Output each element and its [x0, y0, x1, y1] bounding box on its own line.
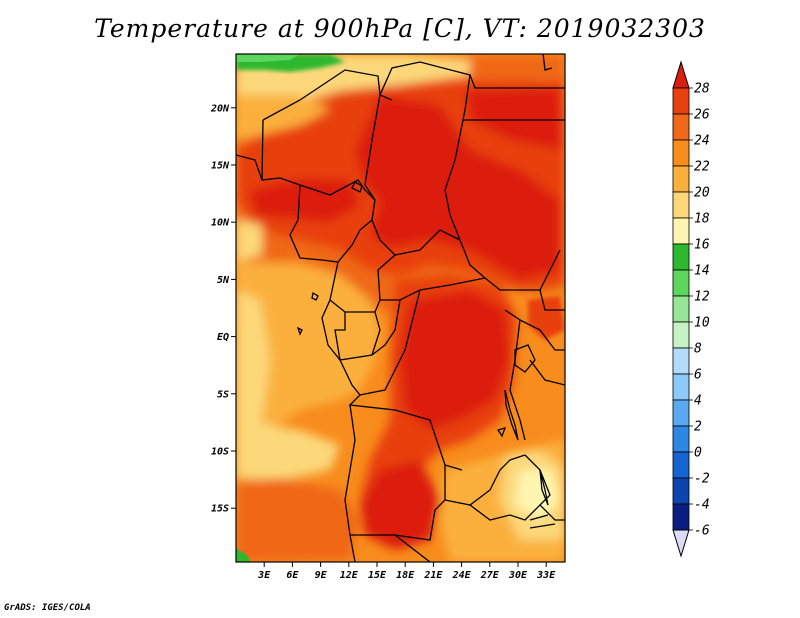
colorbar-label: 16 [694, 238, 710, 253]
lat-label: 15S [211, 504, 229, 515]
map-title: Temperature at 900hPa [C], VT: 201903230… [94, 14, 706, 43]
colorbar-label: 10 [694, 316, 710, 331]
colorbar-label: 22 [694, 160, 710, 175]
colorbar-bin [672, 191, 690, 219]
credit-label: GrADS: IGES/COLA [4, 603, 91, 613]
colorbar-bin [672, 165, 690, 193]
colorbar-label: 6 [694, 368, 702, 383]
lon-label: 21E [423, 570, 443, 581]
lat-label: 10N [211, 218, 230, 229]
colorbar-label: -4 [694, 498, 710, 513]
field-region [400, 290, 510, 430]
colorbar-label: 20 [694, 186, 710, 201]
colorbar-label: 0 [694, 446, 702, 461]
colorbar-bin [672, 425, 690, 453]
colorbar-bin [672, 269, 690, 297]
colorbar-bin [672, 139, 690, 167]
lon-label: 12E [340, 570, 359, 581]
field-region [236, 548, 250, 562]
colorbar-label: 2 [694, 420, 702, 435]
colorbar-label: 28 [694, 82, 710, 97]
field-region [355, 95, 560, 280]
colorbar-label: 24 [694, 134, 710, 149]
lon-label: 33E [536, 570, 556, 581]
lat-label: 15N [211, 160, 230, 171]
colorbar-bin [672, 243, 690, 271]
colorbar-bin [672, 217, 690, 245]
lon-label: 27E [480, 570, 500, 581]
lon-label: 6E [286, 570, 299, 581]
lon-label: 24E [452, 570, 472, 581]
lon-label: 9E [315, 570, 328, 581]
field-region [236, 220, 262, 262]
colorbar-label: 18 [694, 212, 710, 227]
lat-label: EQ [217, 332, 229, 343]
colorbar-bin [672, 87, 690, 115]
latitude-axis: 20N 15N 10N 5N EQ 5S 10S 15S [210, 103, 236, 515]
colorbar-label: -2 [694, 472, 710, 487]
field-region [465, 88, 562, 150]
field-region [236, 478, 360, 562]
colorbar-top-arrow [672, 60, 690, 89]
temperature-field [236, 54, 565, 562]
field-region [236, 95, 330, 140]
field-region [236, 420, 340, 480]
field-region [360, 460, 440, 550]
lat-label: 5N [217, 275, 230, 286]
colorbar-bin [672, 503, 690, 531]
field-region [250, 178, 360, 222]
colorbar-label: 14 [694, 264, 710, 279]
colorbar-bin [672, 113, 690, 141]
lat-label: 20N [210, 103, 230, 114]
lon-label: 30E [508, 570, 528, 581]
colorbar-label: 26 [694, 108, 710, 123]
colorbar-bin [672, 321, 690, 349]
lon-label: 15E [368, 570, 387, 581]
longitude-axis: 3E 6E 9E 12E 15E 18E 21E 24E 27E 30E 33E [257, 562, 556, 581]
lat-label: 10S [211, 447, 229, 458]
colorbar-bin [672, 477, 690, 505]
colorbar-bin [672, 373, 690, 401]
colorbar-label: 8 [694, 342, 702, 357]
field-region [236, 262, 380, 440]
lon-label: 18E [396, 570, 415, 581]
colorbar-bin [672, 399, 690, 427]
colorbar-label: 12 [694, 290, 710, 305]
colorbar-bin [672, 451, 690, 479]
country-borders [236, 54, 565, 562]
lat-label: 5S [217, 389, 229, 400]
colorbar-bottom-arrow [672, 529, 690, 558]
plot-frame [235, 53, 566, 563]
colorbar-label: -6 [694, 524, 710, 539]
colorbar-bin [672, 347, 690, 375]
colorbar-bin [672, 295, 690, 323]
field-region [515, 470, 560, 520]
field-region [236, 54, 300, 62]
lon-label: 3E [257, 570, 271, 581]
colorbar-label: 4 [694, 394, 702, 409]
